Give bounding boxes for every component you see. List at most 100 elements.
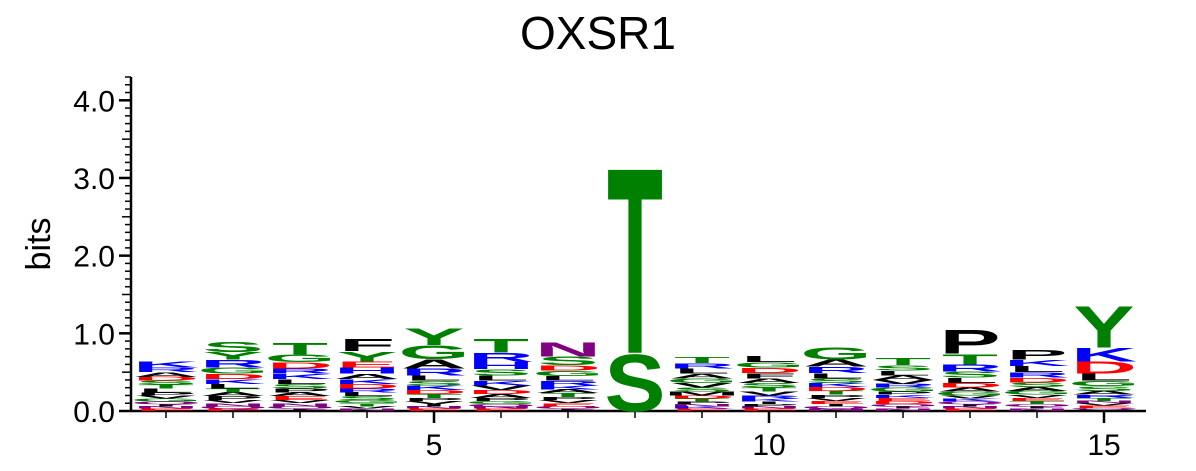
logo-letter-I: I xyxy=(957,403,982,407)
logo-letter-V: V xyxy=(404,400,465,405)
logo-letter-Q: Q xyxy=(532,406,603,410)
logo-letter-Y: Y xyxy=(404,324,465,350)
logo-letter-V: V xyxy=(739,391,800,397)
y-tick-label: 3.0 xyxy=(73,163,115,196)
logo-letter-S: S xyxy=(270,383,331,390)
logo-letter-A: A xyxy=(401,357,467,372)
logo-letter-Q: Q xyxy=(867,403,938,407)
logo-letter-S: S xyxy=(1007,381,1068,388)
logo-letter-L: L xyxy=(540,375,596,382)
logo-letter-P: P xyxy=(873,391,934,396)
logo-letter-Y: Y xyxy=(203,350,264,362)
logo-letter-K: K xyxy=(736,398,802,403)
logo-letter-S: S xyxy=(806,377,867,384)
logo-letter-T: T xyxy=(674,398,730,403)
logo-letter-S: S xyxy=(939,370,1000,380)
logo-letter-E: E xyxy=(940,408,1001,412)
logo-letter-I: I xyxy=(890,406,915,410)
logo-letter-V: V xyxy=(538,399,599,404)
logo-letter-K: K xyxy=(133,360,199,370)
logo-letter-G: G xyxy=(867,387,938,393)
y-tick-label: 0.0 xyxy=(73,396,115,429)
logo-letter-P: P xyxy=(136,392,197,397)
logo-letter-L: L xyxy=(674,367,730,376)
logo-letter-K: K xyxy=(1071,344,1137,366)
logo-letter-E: E xyxy=(538,402,599,407)
logo-letter-R: R xyxy=(200,358,266,370)
logo-letter-N: N xyxy=(468,406,534,410)
logo-letter-E: E xyxy=(471,408,532,412)
logo-letter-E: E xyxy=(1007,397,1068,402)
logo-letter-D: D xyxy=(1004,376,1070,383)
logo-letter-A: A xyxy=(1071,390,1137,396)
logo-letter-E: E xyxy=(404,408,465,412)
logo-letter-S: S xyxy=(203,338,264,355)
logo-letter-R: R xyxy=(1004,371,1070,380)
x-tick-label: 10 xyxy=(752,429,785,462)
logo-letter-R: R xyxy=(669,361,735,370)
logo-letter-D: D xyxy=(334,383,400,390)
logo-letter-S: S xyxy=(538,354,599,367)
logo-letter-T: T xyxy=(875,356,931,367)
y-axis: 0.0 1.0 2.0 3.0 4.0 xyxy=(73,76,133,429)
logo-letter-L: L xyxy=(205,383,261,390)
logo-letter-K: K xyxy=(870,394,936,399)
logo-letter-Y: Y xyxy=(337,349,398,365)
logo-letter-L: L xyxy=(406,374,462,383)
logo-letter-L: L xyxy=(473,374,529,383)
logo-letter-P: P xyxy=(806,394,867,399)
logo-letter-Q: Q xyxy=(130,401,201,405)
logo-letter-N: N xyxy=(736,406,802,410)
logo-letter-A: A xyxy=(200,391,266,397)
logo-letter-T: T xyxy=(138,384,194,390)
logo-letter-I: I xyxy=(756,401,781,405)
logo-letter-N: N xyxy=(133,406,199,410)
logo-letter-P: P xyxy=(739,403,800,407)
logo-glyphs: ENIQGVPLTSDARKEQNVPATLKDGRYSIQNVEAPSLKRD… xyxy=(130,113,1139,428)
logo-letter-G: G xyxy=(666,377,737,384)
logo-letter-T: T xyxy=(942,351,998,368)
logo-letter-S: S xyxy=(337,395,398,401)
logo-letter-S: S xyxy=(739,382,800,389)
logo-letter-K: K xyxy=(937,398,1003,403)
logo-letter-P: P xyxy=(940,322,1001,361)
logo-letter-T: T xyxy=(808,390,864,396)
logo-letter-V: V xyxy=(1074,403,1135,407)
logo-letter-N: N xyxy=(267,402,333,407)
logo-letter-Q: Q xyxy=(197,406,268,410)
logo-letter-R: R xyxy=(535,379,601,386)
logo-letter-L: L xyxy=(138,387,194,393)
logo-letter-I: I xyxy=(555,408,580,412)
chart-title: OXSR1 xyxy=(520,7,676,59)
logo-letter-T: T xyxy=(205,387,261,393)
logo-letter-V: V xyxy=(1007,394,1068,399)
logo-letter-P: P xyxy=(538,396,599,401)
logo-letter-T: T xyxy=(674,355,730,365)
logo-letter-A: A xyxy=(669,372,735,379)
logo-letter-A: A xyxy=(334,372,400,381)
logo-letter-L: L xyxy=(339,391,395,397)
logo-letter-E: E xyxy=(203,408,264,412)
logo-letter-T: T xyxy=(406,393,462,399)
logo-letter-K: K xyxy=(803,382,869,388)
y-tick-label: 1.0 xyxy=(73,318,115,351)
logo-letter-G: G xyxy=(465,400,536,405)
logo-letter-N: N xyxy=(803,408,869,412)
logo-letter-V: V xyxy=(270,399,331,404)
logo-letter-S: S xyxy=(605,339,666,429)
logo-letter-P: P xyxy=(1007,347,1068,363)
logo-letter-V: V xyxy=(337,406,398,410)
logo-letter-K: K xyxy=(200,378,266,385)
logo-letter-S: S xyxy=(136,380,197,386)
logo-letter-H: H xyxy=(334,366,400,376)
logo-letter-D: D xyxy=(1071,358,1137,378)
logo-letter-D: D xyxy=(267,360,333,370)
logo-letter-Q: Q xyxy=(934,401,1005,405)
logo-letter-A: A xyxy=(468,393,534,399)
logo-letter-A: A xyxy=(870,374,936,381)
logo-letter-A: A xyxy=(937,387,1003,393)
logo-letter-D: D xyxy=(669,395,735,400)
logo-letter-K: K xyxy=(401,384,467,391)
logo-letter-P: P xyxy=(471,397,532,402)
